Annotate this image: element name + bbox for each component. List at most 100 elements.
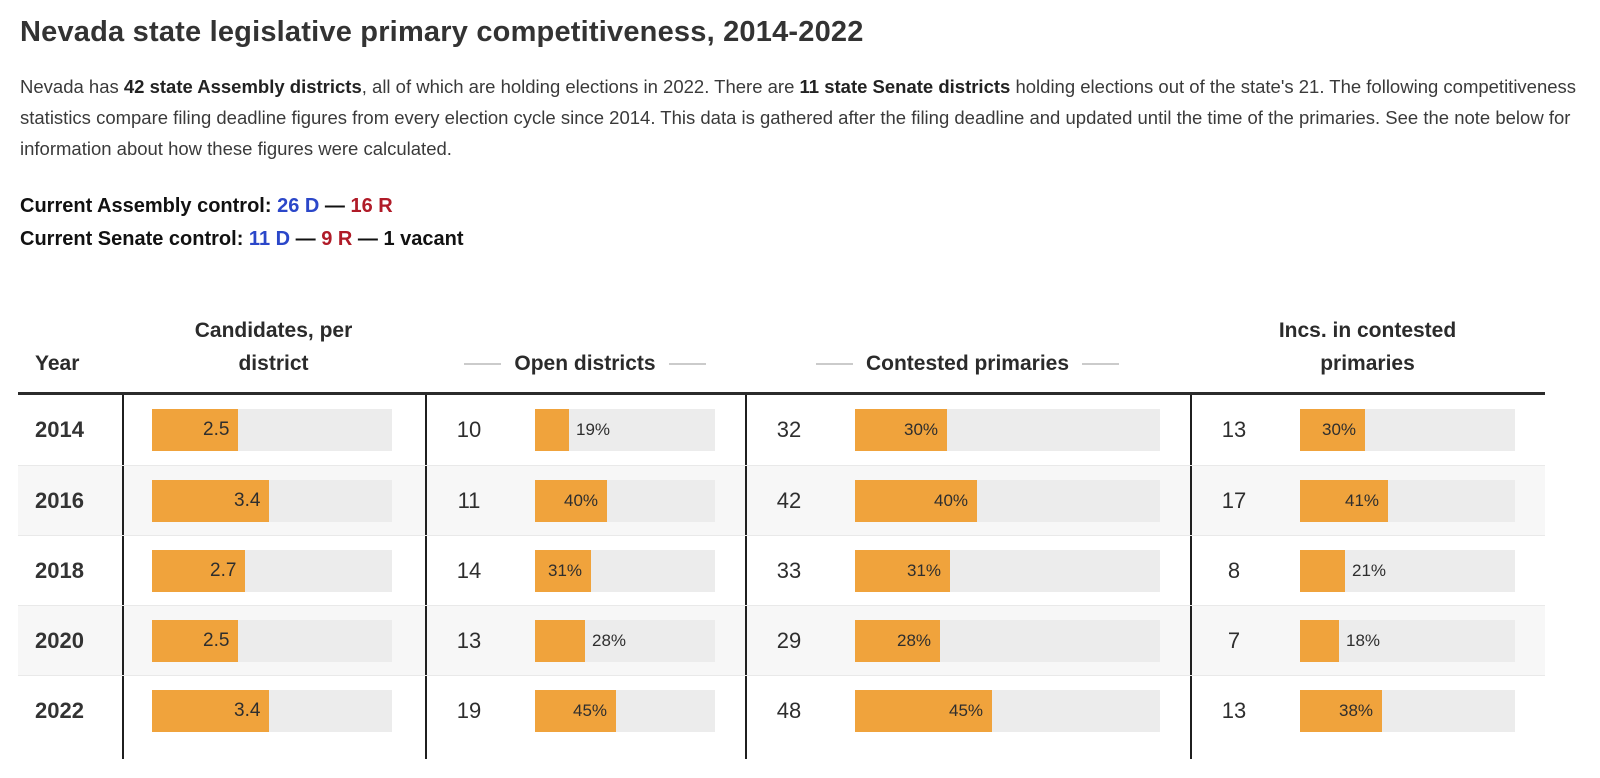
- competitiveness-table: Year Candidates, per district Open distri…: [18, 300, 1545, 759]
- pct-label: 30%: [1322, 420, 1357, 439]
- count-label: 10: [456, 417, 482, 442]
- candidates-bar-track: 2.5: [152, 409, 392, 451]
- senate-rep-count: 9 R: [321, 228, 353, 250]
- count-label: 48: [776, 697, 802, 723]
- incs-in-contested-cell: 13 30%: [1190, 395, 1545, 465]
- year-label: 2016: [35, 487, 84, 513]
- contested-primaries-cell: 29 28%: [745, 606, 1190, 675]
- table-body: 2014 2.5 10 19% 32 30% 13 30% 2016: [18, 395, 1545, 745]
- contested-primaries-cell: 48 45%: [745, 676, 1190, 745]
- contested-primaries-cell: 32 30%: [745, 395, 1190, 465]
- incs-in-contested-cell: 17 41%: [1190, 466, 1545, 535]
- pct-label: 38%: [1339, 700, 1374, 720]
- pct-bar-track: 28%: [855, 619, 1160, 662]
- pct-label: 41%: [1345, 490, 1380, 510]
- count-label: 19: [456, 697, 482, 723]
- incs-in-contested-cell: 8 21%: [1190, 536, 1545, 605]
- spacer-cell: [18, 745, 122, 759]
- spacer-cell: [745, 745, 1190, 759]
- pct-bar: [1300, 409, 1365, 451]
- table-row: 2020 2.5 13 28% 29 28% 7 18%: [18, 605, 1545, 675]
- candidates-value-label: 3.4: [234, 699, 261, 721]
- column-header: Candidates, per district: [122, 314, 425, 380]
- candidates-bar: [152, 479, 269, 522]
- senate-vacant-count: 1 vacant: [383, 228, 464, 250]
- assembly-dem-count: 26 D: [277, 195, 320, 217]
- pct-bar: [535, 619, 586, 662]
- dash-separator: —: [352, 228, 384, 250]
- candidates-bar-track: 3.4: [152, 479, 392, 522]
- pct-bar: [1300, 549, 1346, 592]
- pct-bar-track: 40%: [535, 479, 715, 522]
- open-districts-cell: 10 19%: [425, 395, 745, 465]
- chamber-control-summary: Current Assembly control: 26 D — 16 R Cu…: [20, 190, 1600, 256]
- pct-bar-track: 38%: [1300, 689, 1515, 732]
- contested-primaries-cell: 42 40%: [745, 466, 1190, 535]
- intro-paragraph: Nevada has 42 state Assembly districts, …: [20, 71, 1580, 164]
- pct-bar: [1300, 689, 1382, 732]
- pct-bar-track: 28%: [535, 619, 715, 662]
- pct-bar-track: 41%: [1300, 479, 1515, 522]
- count-label: 42: [776, 487, 802, 513]
- pct-bar: [855, 619, 941, 662]
- table-row: 2018 2.7 14 31% 33 31% 8 21%: [18, 535, 1545, 605]
- pct-bar: [855, 689, 993, 732]
- count-label: 14: [456, 557, 482, 583]
- table-footer-spacer: [18, 745, 1545, 759]
- pct-bar-track: 19%: [535, 409, 715, 451]
- year-cell: 2022: [18, 676, 122, 745]
- column-header: Year: [18, 347, 122, 380]
- candidates-per-district-cell: 2.5: [122, 606, 425, 675]
- pct-bar-track: 40%: [855, 479, 1160, 522]
- pct-bar: [855, 549, 950, 592]
- candidates-value-label: 3.4: [234, 489, 261, 511]
- open-districts-cell: 11 40%: [425, 466, 745, 535]
- pct-bar: [1300, 619, 1339, 662]
- count-label: 29: [776, 627, 802, 653]
- header-dash-left: [815, 362, 853, 365]
- pct-bar-track: 45%: [855, 689, 1160, 732]
- table-top-border: [18, 392, 1545, 395]
- pct-bar-track: 18%: [1300, 619, 1515, 662]
- incs-in-contested-cell: 7 18%: [1190, 606, 1545, 675]
- candidates-bar-track: 2.7: [152, 549, 392, 592]
- pct-label: 19%: [576, 420, 611, 439]
- open-districts-cell: 19 45%: [425, 676, 745, 745]
- year-cell: 2018: [18, 536, 122, 605]
- candidates-per-district-cell: 3.4: [122, 676, 425, 745]
- intro-text: holding elections out of the state's 21.…: [20, 76, 1577, 159]
- assembly-control-label: Current Assembly control:: [20, 195, 278, 217]
- count-label: 13: [456, 627, 482, 653]
- intro-text: , all of which are holding elections in …: [361, 76, 800, 97]
- year-label: 2022: [35, 697, 84, 723]
- pct-label: 45%: [949, 700, 984, 720]
- candidates-bar: [152, 689, 269, 732]
- table-row: 2014 2.5 10 19% 32 30% 13 30%: [18, 395, 1545, 465]
- assembly-control-line: Current Assembly control: 26 D — 16 R: [20, 190, 1600, 223]
- contested-primaries-cell: 33 31%: [745, 536, 1190, 605]
- count-label: 7: [1227, 627, 1241, 653]
- column-header: Open districts: [425, 347, 745, 380]
- column-label: Candidates, per district: [194, 319, 353, 375]
- column-label: Year: [35, 352, 80, 375]
- column-label: Incs. in contested primaries: [1278, 319, 1457, 375]
- pct-bar-track: 31%: [535, 549, 715, 592]
- spacer-cell: [425, 745, 745, 759]
- year-label: 2014: [35, 417, 84, 442]
- year-label: 2018: [35, 557, 84, 583]
- candidates-bar: [152, 619, 238, 662]
- open-districts-cell: 14 31%: [425, 536, 745, 605]
- candidates-bar-track: 2.5: [152, 619, 392, 662]
- candidates-value-label: 2.5: [203, 629, 230, 651]
- count-label: 8: [1227, 557, 1241, 583]
- pct-bar: [535, 689, 616, 732]
- pct-bar: [535, 409, 570, 451]
- year-cell: 2016: [18, 466, 122, 535]
- pct-label: 31%: [548, 560, 583, 580]
- year-label: 2020: [35, 627, 84, 653]
- pct-label: 31%: [907, 560, 942, 580]
- header-dash-left: [464, 362, 502, 365]
- pct-bar-track: 45%: [535, 689, 715, 732]
- senate-control-line: Current Senate control: 11 D — 9 R — 1 v…: [20, 223, 1600, 256]
- candidates-bar: [152, 549, 245, 592]
